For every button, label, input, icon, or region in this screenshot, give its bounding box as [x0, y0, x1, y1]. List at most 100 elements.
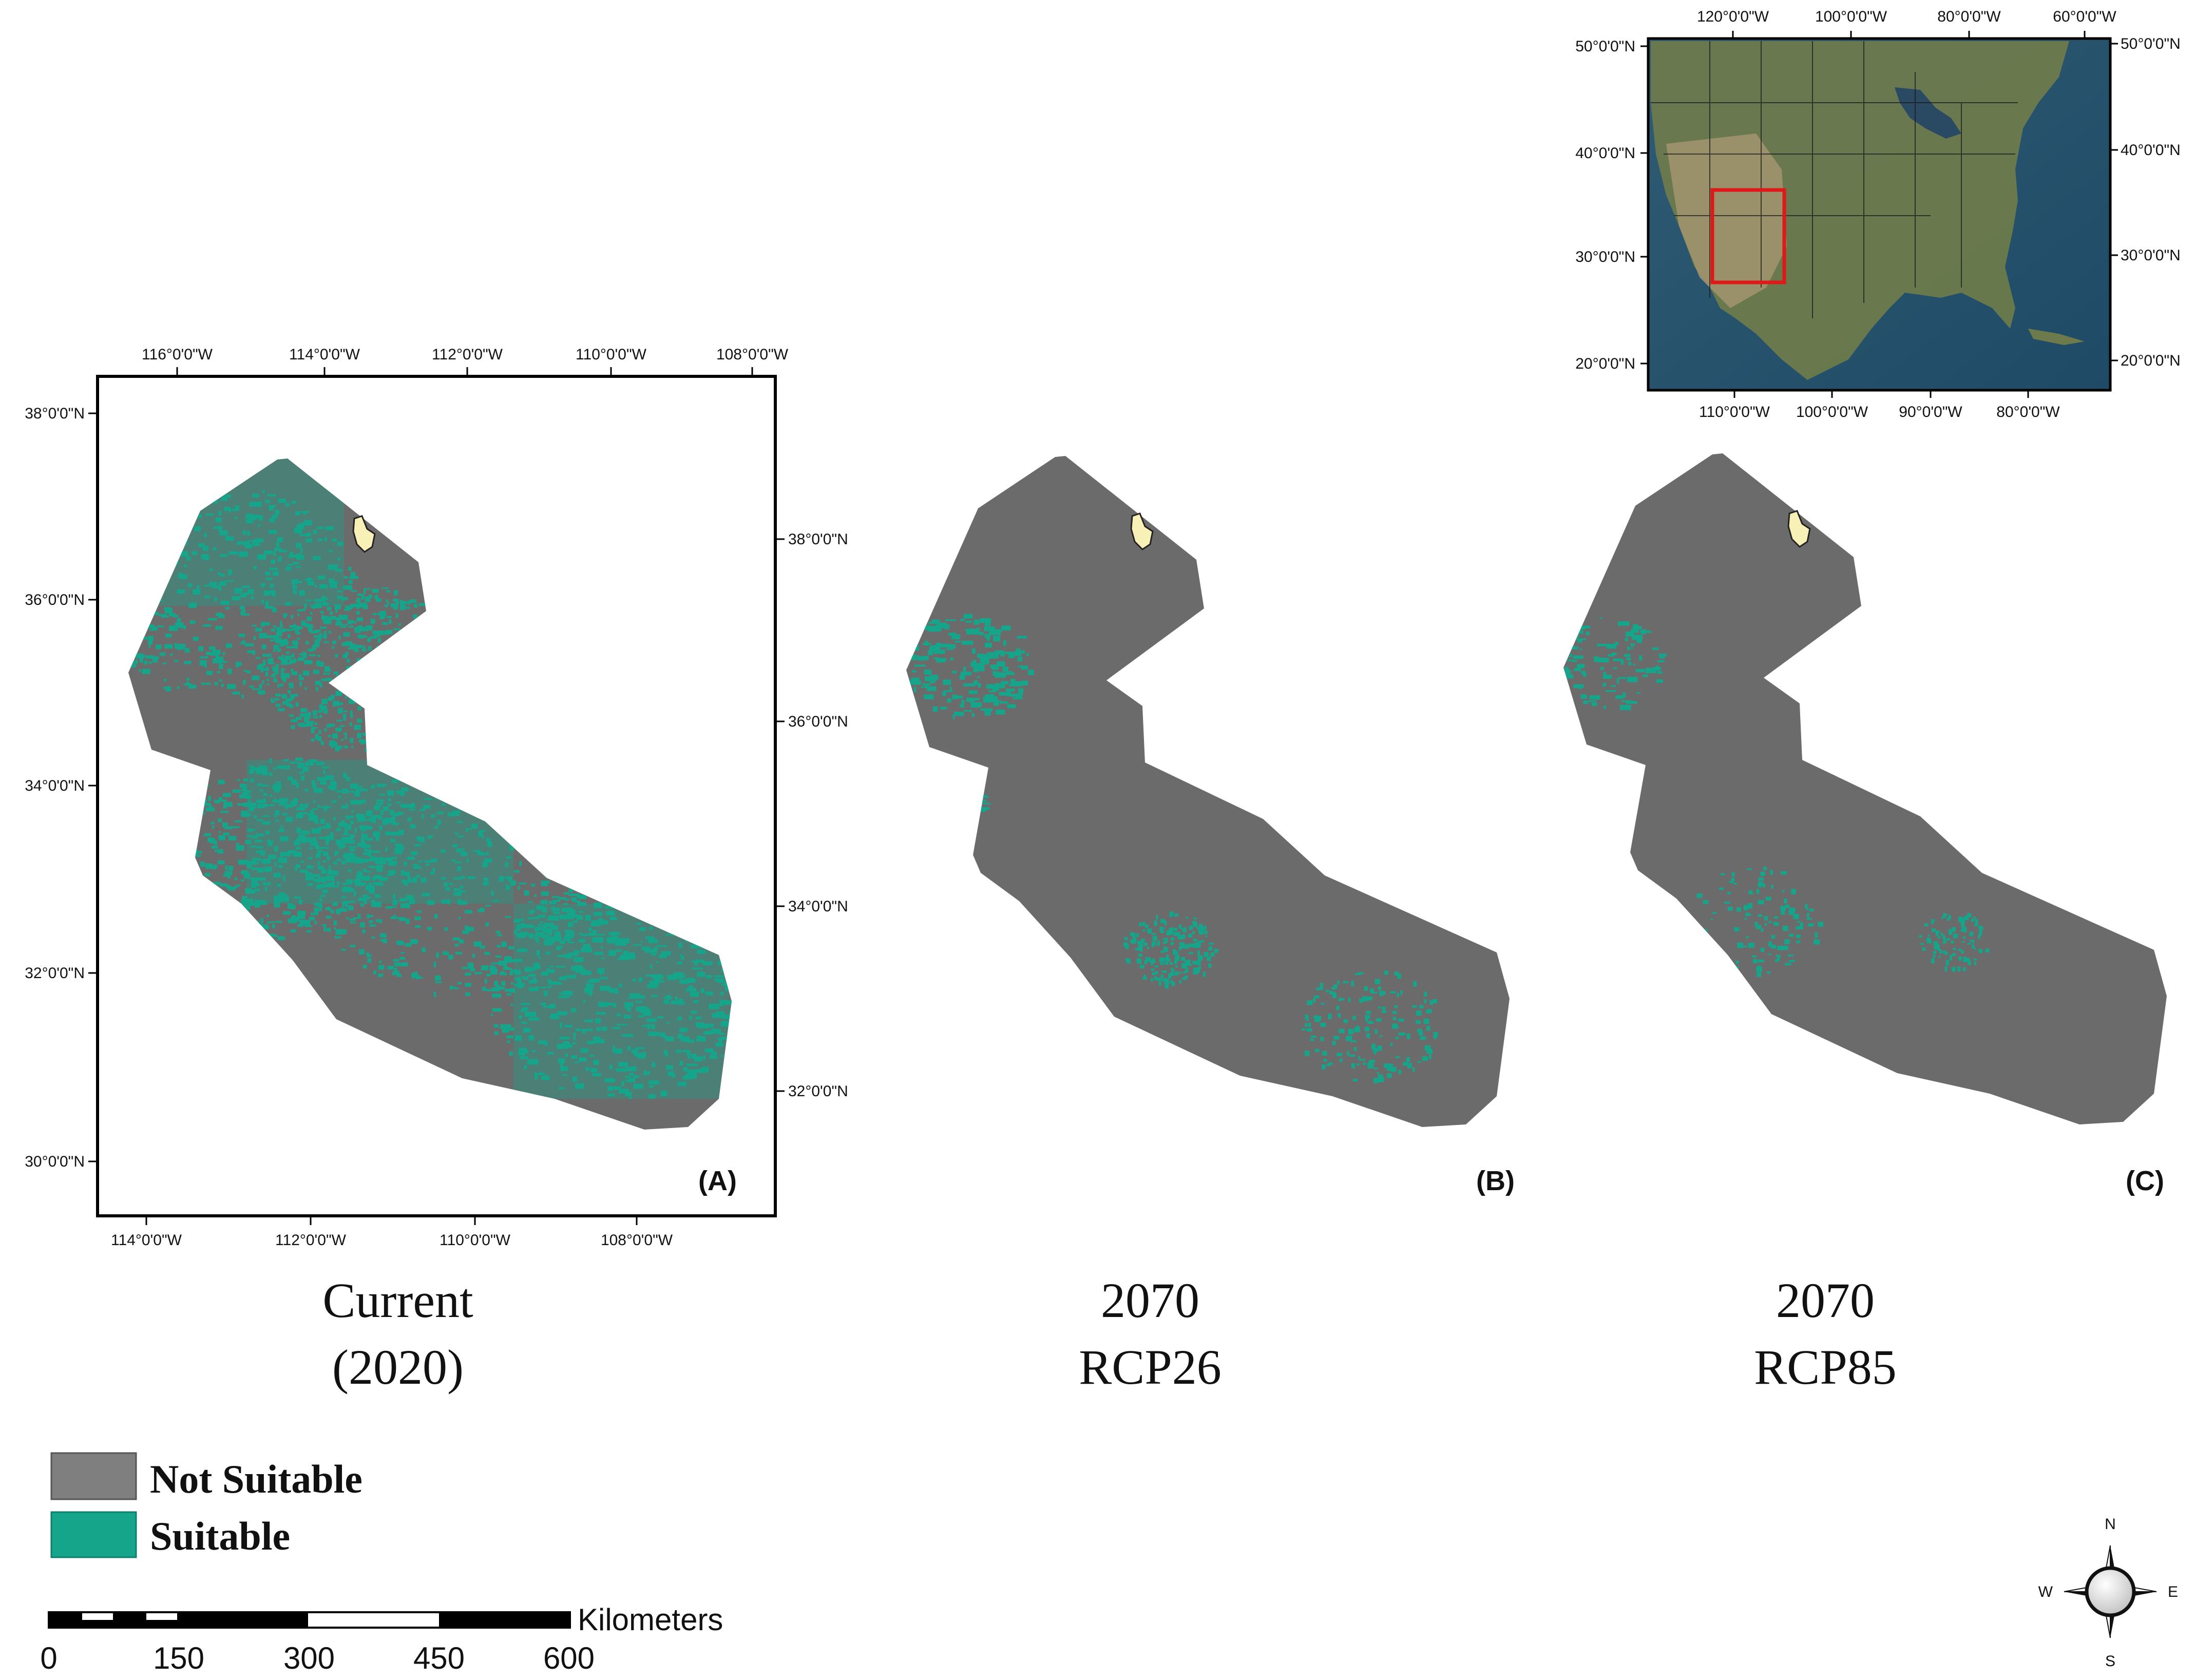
- suitable-cell: [932, 645, 939, 648]
- suitable-cell: [332, 800, 337, 803]
- suitable-cell: [506, 993, 511, 996]
- suitable-cell: [452, 937, 461, 941]
- suitable-cell: [520, 1003, 530, 1005]
- suitable-cell: [938, 834, 944, 837]
- suitable-cell: [264, 571, 271, 576]
- suitable-cell: [1323, 1059, 1327, 1062]
- suitable-cell: [972, 660, 977, 666]
- suitable-cell: [972, 811, 976, 814]
- suitable-cell: [1973, 958, 1977, 961]
- suitable-cell: [657, 1016, 664, 1019]
- scale-bar-label: 600: [543, 1641, 595, 1675]
- suitable-cell: [1551, 655, 1556, 657]
- suitable-cell: [537, 924, 544, 926]
- suitable-cell: [261, 621, 265, 627]
- suitable-cell: [327, 606, 332, 610]
- suitable-cell: [579, 894, 582, 898]
- suitable-cell: [692, 967, 703, 970]
- suitable-cell: [1203, 971, 1206, 977]
- suitable-cell: [1188, 933, 1193, 938]
- suitable-cell: [343, 773, 347, 778]
- suitable-cell: [1737, 942, 1744, 948]
- suitable-cell: [679, 1061, 683, 1066]
- suitable-cell: [329, 578, 335, 584]
- suitable-cell: [215, 518, 222, 523]
- suitable-cell: [1746, 936, 1749, 939]
- suitable-cell: [1372, 1043, 1376, 1047]
- suitable-cell: [421, 877, 427, 883]
- suitable-cell: [1184, 927, 1187, 933]
- suitable-cell: [579, 911, 584, 913]
- suitable-cell: [316, 687, 318, 692]
- suitable-cell: [1424, 999, 1427, 1003]
- suitable-cell: [277, 648, 281, 652]
- suitable-cell: [282, 813, 288, 816]
- suitable-cell: [574, 957, 584, 962]
- suitable-cell: [242, 895, 247, 900]
- suitable-cell: [519, 861, 522, 866]
- suitable-cell: [246, 898, 253, 903]
- suitable-cell: [1806, 907, 1809, 910]
- panel-a-bottom-tick: 110°0'0"W: [440, 1232, 511, 1249]
- suitable-cell: [1314, 1048, 1320, 1052]
- suitable-cell: [649, 926, 653, 930]
- suitable-cell: [959, 779, 964, 782]
- suitable-cell: [178, 645, 181, 651]
- suitable-cell: [334, 569, 342, 572]
- suitable-cell: [1165, 983, 1169, 989]
- suitable-cell: [969, 791, 975, 797]
- suitable-cell: [377, 973, 384, 977]
- suitable-cell: [980, 708, 992, 711]
- suitable-cell: [1589, 785, 1595, 789]
- suitable-cell: [516, 959, 522, 962]
- suitable-cell: [667, 1071, 675, 1076]
- suitable-cell: [585, 1067, 589, 1071]
- suitable-cell: [278, 499, 286, 503]
- suitable-cell: [1563, 793, 1566, 797]
- suitable-cell: [358, 949, 365, 954]
- suitable-cell: [546, 880, 550, 884]
- suitable-cell: [198, 646, 203, 652]
- suitable-cell: [1964, 915, 1969, 921]
- suitable-cell: [600, 920, 608, 925]
- suitable-cell: [1018, 688, 1024, 694]
- suitable-cell: [434, 914, 438, 919]
- suitable-cell: [918, 818, 926, 820]
- suitable-cell: [1395, 1037, 1399, 1039]
- suitable-cell: [522, 1007, 528, 1011]
- suitable-cell: [940, 815, 945, 819]
- suitable-cell: [1788, 910, 1795, 915]
- suitable-cell: [183, 625, 186, 629]
- suitable-cell: [252, 883, 260, 887]
- suitable-cell: [619, 955, 631, 960]
- suitable-cell: [1927, 934, 1930, 937]
- suitable-cell: [981, 794, 987, 797]
- suitable-cell: [273, 551, 276, 556]
- suitable-cell: [318, 836, 327, 839]
- suitable-cell: [584, 1049, 588, 1053]
- suitable-cell: [919, 766, 922, 771]
- suitable-cell: [902, 813, 906, 818]
- suitable-cell: [534, 962, 540, 967]
- suitable-cell: [360, 903, 364, 907]
- suitable-cell: [580, 933, 588, 937]
- suitable-cell: [213, 547, 217, 550]
- suitable-cell: [260, 583, 265, 587]
- suitable-cell: [315, 845, 319, 849]
- suitable-cell: [1306, 1028, 1312, 1032]
- suitable-cell: [1613, 819, 1621, 825]
- suitable-cell: [1172, 969, 1175, 971]
- suitable-cell: [383, 806, 389, 811]
- suitable-cell: [157, 625, 164, 627]
- suitable-cell: [143, 637, 152, 640]
- suitable-cell: [318, 575, 326, 580]
- suitable-cell: [1951, 927, 1956, 932]
- suitable-cell: [1138, 922, 1142, 926]
- suitable-cell: [1352, 1079, 1358, 1082]
- suitable-cell: [518, 886, 520, 890]
- suitable-cell: [321, 616, 329, 620]
- suitable-cell: [286, 646, 295, 648]
- suitable-cell: [576, 965, 583, 968]
- suitable-cell: [389, 810, 395, 815]
- suitable-cell: [386, 616, 392, 618]
